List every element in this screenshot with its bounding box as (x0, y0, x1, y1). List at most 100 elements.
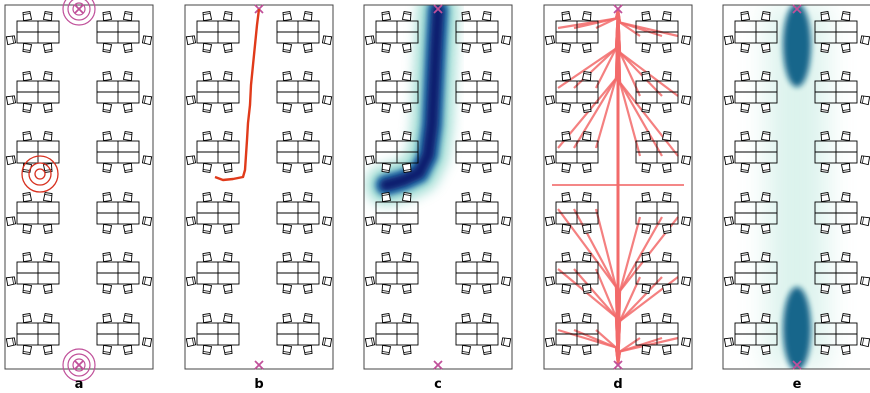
chair-icon (102, 131, 113, 142)
chair-icon (282, 252, 293, 263)
room-wall (543, 4, 693, 370)
chair-icon (760, 192, 771, 203)
chair-icon (461, 283, 472, 294)
cross-marker-icon (792, 4, 802, 14)
office-floorplan (184, 4, 334, 370)
chair-icon (740, 131, 751, 142)
chair-icon (641, 131, 652, 142)
trajectory-line (573, 328, 620, 366)
chair-icon (22, 192, 33, 203)
chair-icon (561, 252, 572, 263)
chair-icon (723, 35, 735, 46)
chair-icon (102, 102, 113, 113)
panel-d: d (543, 4, 693, 392)
chair-icon (581, 42, 592, 53)
cross-marker-icon (613, 4, 623, 14)
chair-icon (461, 162, 472, 173)
chair-icon (282, 344, 293, 355)
office-floorplan (363, 4, 513, 370)
chair-icon (185, 35, 197, 46)
chair-icon (760, 102, 771, 113)
chair-icon (561, 131, 572, 142)
chair-icon (222, 162, 233, 173)
chair-icon (202, 252, 213, 263)
chair-icon (122, 42, 133, 53)
chair-icon (661, 131, 672, 142)
chair-icon (5, 35, 17, 46)
chair-icon (381, 283, 392, 294)
chair-icon (381, 131, 392, 142)
chair-icon (5, 216, 17, 227)
chair-icon (641, 71, 652, 82)
chair-icon (302, 223, 313, 234)
chair-icon (661, 283, 672, 294)
chair-icon (202, 344, 213, 355)
panel-c-markers (433, 4, 443, 370)
office-floorplan (543, 4, 693, 370)
chair-icon (22, 102, 33, 113)
chair-icon (461, 223, 472, 234)
chair-icon (401, 71, 412, 82)
chair-icon (102, 344, 113, 355)
chair-icon (500, 276, 512, 287)
chair-icon (321, 35, 333, 46)
chair-icon (42, 283, 53, 294)
chair-icon (680, 35, 692, 46)
chair-icon (381, 11, 392, 22)
chair-icon (42, 131, 53, 142)
chair-icon (581, 223, 592, 234)
chair-icon (641, 252, 652, 263)
chair-icon (680, 276, 692, 287)
chair-icon (481, 252, 492, 263)
chair-icon (42, 252, 53, 263)
chair-icon (282, 42, 293, 53)
chair-icon (840, 223, 851, 234)
chair-icon (321, 216, 333, 227)
chair-icon (282, 102, 293, 113)
chair-icon (282, 223, 293, 234)
chair-icon (641, 102, 652, 113)
chair-icon (760, 313, 771, 324)
chair-icon (544, 276, 556, 287)
chair-icon (381, 223, 392, 234)
chair-icon (641, 313, 652, 324)
chair-icon (141, 276, 153, 287)
chair-icon (461, 313, 472, 324)
chair-icon (859, 155, 870, 166)
chair-icon (42, 223, 53, 234)
chair-icon (381, 42, 392, 53)
chair-icon (141, 216, 153, 227)
chair-icon (544, 337, 556, 348)
chair-icon (740, 192, 751, 203)
cross-marker-icon (74, 4, 84, 14)
room-wall (363, 4, 513, 370)
chair-icon (122, 102, 133, 113)
chair-icon (22, 283, 33, 294)
chair-icon (461, 344, 472, 355)
chair-icon (222, 102, 233, 113)
chair-icon (321, 337, 333, 348)
chair-icon (42, 11, 53, 22)
chair-icon (102, 71, 113, 82)
chair-icon (401, 11, 412, 22)
chair-icon (481, 131, 492, 142)
chair-icon (22, 344, 33, 355)
chair-icon (461, 192, 472, 203)
chair-icon (102, 313, 113, 324)
chair-icon (481, 192, 492, 203)
chair-icon (641, 11, 652, 22)
chair-icon (561, 283, 572, 294)
chair-icon (581, 344, 592, 355)
office-floorplan (4, 4, 154, 370)
chair-icon (302, 42, 313, 53)
chair-icon (481, 11, 492, 22)
chair-icon (122, 11, 133, 22)
chair-icon (661, 102, 672, 113)
chair-icon (202, 131, 213, 142)
chair-icon (760, 71, 771, 82)
chair-icon (222, 192, 233, 203)
chair-icon (840, 11, 851, 22)
chair-icon (820, 102, 831, 113)
chair-icon (122, 344, 133, 355)
chair-icon (481, 42, 492, 53)
